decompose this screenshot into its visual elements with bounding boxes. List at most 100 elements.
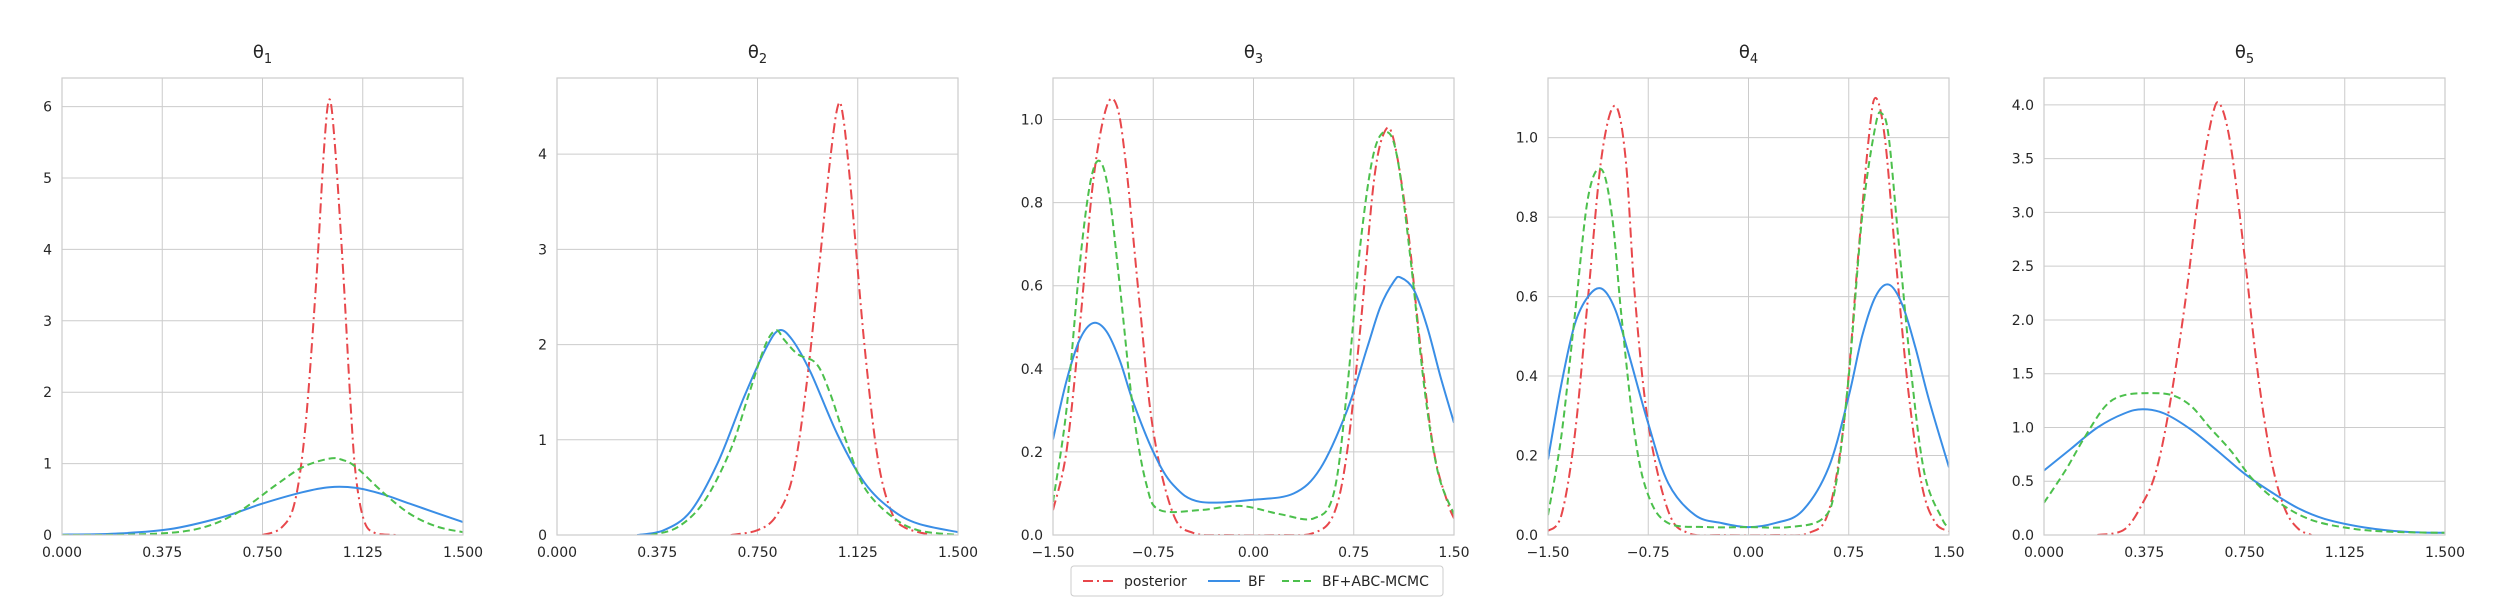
y-tick-label: 0.6 <box>1516 290 1538 306</box>
panel-title-subscript: 5 <box>2246 52 2254 67</box>
series-line-bf <box>1548 283 1949 529</box>
panel-title-symbol: θ <box>748 42 759 63</box>
y-tick-label: 0 <box>538 528 547 544</box>
legend-label-bf-abc-mcmc: BF+ABC-MCMC <box>1322 574 1429 590</box>
panel-title-subscript: 3 <box>1255 52 1263 67</box>
x-tick-label: 1.50 <box>1438 545 1469 561</box>
plot-frame <box>1547 77 1950 536</box>
panel-title-symbol: θ <box>2235 42 2246 63</box>
y-tick-label: 0.8 <box>1021 196 1043 212</box>
panel-theta-5: 0.000 0.375 0.750 1.125 1.500 0.0 0.5 1.0 1.5 2.0… <box>2012 42 2465 561</box>
x-tick-label: 0.375 <box>637 545 677 561</box>
y-tick-label: 4 <box>538 147 547 163</box>
series-line-bf-abc-mcmc <box>1548 111 1949 529</box>
y-tick-label: 6 <box>43 100 52 116</box>
x-tick-label: 0.750 <box>737 545 777 561</box>
y-tick-label: 1 <box>43 457 52 473</box>
series-line-bf <box>637 328 958 535</box>
plot-frame <box>1052 77 1455 536</box>
y-tick-label: 3.5 <box>2012 152 2034 168</box>
y-tick-label: 0.0 <box>1516 528 1538 544</box>
y-tick-label: 1.0 <box>2012 420 2034 436</box>
series-line-bf-abc-mcmc <box>650 329 958 535</box>
panel-title-symbol: θ <box>1739 42 1750 63</box>
panel-title-subscript: 4 <box>1750 52 1758 67</box>
series-line-bf <box>1053 275 1454 504</box>
panel-title-subscript: 2 <box>759 52 767 67</box>
plot-frame <box>2043 77 2446 536</box>
x-tick-label: 0.00 <box>1733 545 1764 561</box>
x-tick-label: −1.50 <box>1032 545 1075 561</box>
y-tick-label: 5 <box>43 171 52 187</box>
x-tick-label: 1.50 <box>1933 545 1964 561</box>
x-tick-label: 1.500 <box>938 545 978 561</box>
series-line-posterior <box>1548 96 1949 535</box>
series-line-bf-abc-mcmc <box>1053 130 1454 521</box>
legend-label-posterior: posterior <box>1124 574 1187 590</box>
series-line-bf <box>62 485 463 535</box>
y-tick-label: 0.8 <box>1516 210 1538 226</box>
series-line-bf-abc-mcmc <box>62 457 463 535</box>
y-tick-label: 0.0 <box>2012 528 2034 544</box>
y-tick-label: 0.2 <box>1021 445 1043 461</box>
panel-title: θ3 <box>1244 42 1263 67</box>
y-tick-label: 2.0 <box>2012 313 2034 329</box>
y-tick-label: 0.2 <box>1516 449 1538 465</box>
panel-theta-2: 0.000 0.375 0.750 1.125 1.500 0 1 2 3 4 θ2 <box>537 42 978 561</box>
x-tick-label: −0.75 <box>1132 545 1175 561</box>
panel-title: θ1 <box>253 42 272 67</box>
y-tick-label: 0.0 <box>1021 528 1043 544</box>
y-tick-label: 1.0 <box>1021 113 1043 129</box>
panel-theta-3: −1.50 −0.75 0.00 0.75 1.50 0.0 0.2 0.4 0.6 0.8 1.0… <box>1021 42 1470 561</box>
series-line-posterior <box>730 101 932 535</box>
panel-title: θ5 <box>2235 42 2254 67</box>
plot-frame <box>61 77 464 536</box>
y-tick-label: 3.0 <box>2012 205 2034 221</box>
y-tick-label: 0.5 <box>2012 474 2034 490</box>
y-tick-label: 1 <box>538 433 547 449</box>
x-tick-label: 0.750 <box>2224 545 2264 561</box>
y-tick-label: 3 <box>43 314 52 330</box>
x-tick-label: 1.125 <box>343 545 383 561</box>
panel-title-symbol: θ <box>253 42 264 63</box>
legend: posterior BF BF+ABC-MCMC <box>1070 565 1444 597</box>
y-tick-label: 0 <box>43 528 52 544</box>
legend-label-bf: BF <box>1248 574 1266 590</box>
x-tick-label: 0.375 <box>2124 545 2164 561</box>
panel-theta-4: −1.50 −0.75 0.00 0.75 1.50 0.0 0.2 0.4 0.6 0.8 1.0… <box>1516 42 1965 561</box>
y-tick-label: 2.5 <box>2012 259 2034 275</box>
series-line-posterior <box>262 98 397 535</box>
y-tick-label: 0.4 <box>1516 369 1538 385</box>
y-tick-label: 1.0 <box>1516 131 1538 147</box>
x-tick-label: 0.750 <box>242 545 282 561</box>
plot-frame <box>556 77 959 536</box>
x-tick-label: 0.375 <box>142 545 182 561</box>
x-tick-label: −1.50 <box>1527 545 1570 561</box>
x-tick-label: 1.500 <box>2425 545 2465 561</box>
x-tick-label: 1.500 <box>443 545 483 561</box>
panel-title-symbol: θ <box>1244 42 1255 63</box>
panel-title-subscript: 1 <box>264 52 272 67</box>
x-tick-label: 0.75 <box>1833 545 1864 561</box>
y-tick-label: 1.5 <box>2012 367 2034 383</box>
x-tick-label: 0.000 <box>537 545 577 561</box>
y-tick-label: 2 <box>43 385 52 401</box>
x-tick-label: −0.75 <box>1627 545 1670 561</box>
y-tick-label: 3 <box>538 242 547 258</box>
y-tick-label: 4.0 <box>2012 98 2034 114</box>
y-tick-label: 0.4 <box>1021 362 1043 378</box>
x-tick-label: 0.75 <box>1338 545 1369 561</box>
panel-title: θ2 <box>748 42 767 67</box>
x-tick-label: 1.125 <box>838 545 878 561</box>
y-tick-label: 4 <box>43 242 52 258</box>
x-tick-label: 1.125 <box>2325 545 2365 561</box>
x-tick-label: 0.000 <box>42 545 82 561</box>
x-tick-label: 0.000 <box>2024 545 2064 561</box>
legend-frame <box>1070 565 1444 597</box>
series-line-bf <box>2044 408 2445 534</box>
series-line-bf-abc-mcmc <box>2044 392 2445 534</box>
panel-title: θ4 <box>1739 42 1758 67</box>
